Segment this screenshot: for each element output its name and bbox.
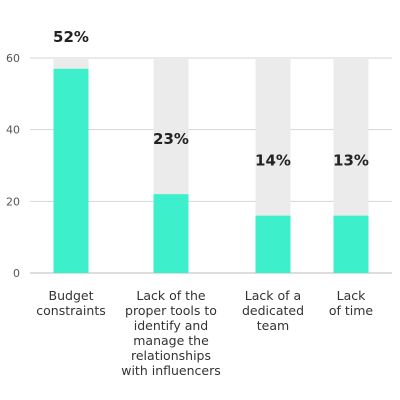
- data-label: 52%: [53, 28, 89, 46]
- category-label: Lack of a dedicated team: [242, 288, 304, 333]
- bar: [333, 215, 369, 273]
- category-label-line: Lack of the: [136, 288, 206, 303]
- category-label-line: of time: [329, 303, 374, 318]
- bar: [53, 68, 89, 273]
- data-label: 23%: [153, 130, 189, 148]
- grid-layer: [30, 57, 392, 274]
- category-label: Budget constraints: [36, 288, 105, 318]
- bar-layer: [53, 58, 369, 273]
- y-tick-label: 20: [6, 195, 20, 208]
- label-layer: 0 20 40 60 52% 23% 14% 13% Budget constraints Lack…: [6, 28, 373, 378]
- category-label-line: manage the: [133, 333, 209, 348]
- category-label-line: Budget: [49, 288, 94, 303]
- category-label-line: relationships: [131, 348, 211, 363]
- y-tick-label: 0: [13, 267, 20, 280]
- category-label-line: with influencers: [121, 363, 221, 378]
- category-label: Lack of time: [329, 288, 374, 318]
- category-label-line: dedicated: [242, 303, 304, 318]
- category-label-line: proper tools to: [125, 303, 217, 318]
- y-tick-label: 60: [6, 52, 20, 65]
- category-label: Lack of the proper tools to identify and ma…: [121, 288, 221, 378]
- category-label-line: Lack: [337, 288, 366, 303]
- bar: [153, 194, 189, 273]
- data-label: 14%: [255, 152, 291, 170]
- bar: [255, 215, 291, 273]
- category-label-line: Lack of a: [245, 288, 301, 303]
- category-label-line: constraints: [36, 303, 105, 318]
- y-tick-label: 40: [6, 124, 20, 137]
- category-label-line: identify and: [134, 318, 208, 333]
- category-label-line: team: [257, 318, 289, 333]
- data-label: 13%: [333, 152, 369, 170]
